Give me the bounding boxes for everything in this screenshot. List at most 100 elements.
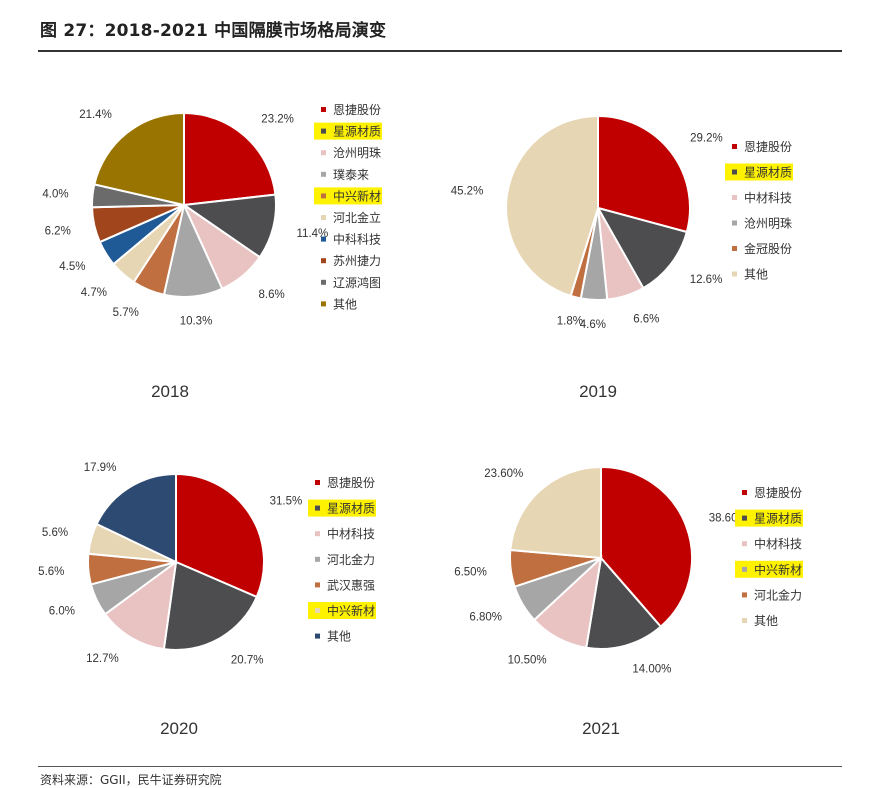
slice-percent-label: 45.2% (451, 186, 484, 198)
pie-chart-2021: 38.60%14.00%10.50%6.80%6.50%23.60%恩捷股份星源… (454, 465, 803, 738)
legend-label: 恩捷股份 (333, 103, 381, 117)
legend-label: 中材科技 (327, 526, 375, 541)
legend-label: 金冠股份 (744, 241, 792, 256)
chart-year-label: 2020 (160, 719, 198, 738)
legend-label: 沧州明珠 (333, 145, 381, 160)
legend-swatch (315, 608, 320, 613)
slice-percent-label: 23.60% (484, 468, 523, 480)
slice-percent-label: 17.9% (84, 462, 117, 474)
chart-year-label: 2019 (579, 382, 617, 401)
legend-label: 恩捷股份 (327, 476, 375, 490)
legend-label: 星源材质 (744, 166, 792, 180)
legend-label: 其他 (744, 268, 768, 282)
legend-swatch (732, 144, 737, 149)
legend-label: 苏州捷力 (333, 254, 381, 268)
slice-percent-label: 4.0% (42, 188, 68, 200)
legend-label: 其他 (333, 297, 357, 311)
slice-percent-label: 10.50% (508, 654, 547, 666)
legend-swatch (321, 301, 326, 307)
legend-swatch (742, 490, 747, 495)
legend-swatch (315, 531, 320, 537)
pie-chart-2019: 29.2% 12.6% 6.6% 4.6%1.8% 45.2% 恩捷股份星源材质中材科技沧… (451, 114, 793, 401)
slice-percent-label: 12.7% (86, 653, 119, 665)
legend-swatch (321, 258, 326, 264)
legend-highlight (314, 187, 382, 205)
legend-label: 中材科技 (754, 536, 802, 551)
legend-swatch (732, 271, 737, 277)
legend-highlight (314, 122, 382, 140)
slice-percent-label: 5.7% (113, 307, 139, 319)
legend-swatch (315, 582, 320, 588)
legend-label: 中兴新材 (333, 188, 381, 203)
slice-percent-label: 6.2% (45, 225, 71, 237)
legend-swatch (742, 541, 747, 547)
legend-label: 其他 (754, 614, 778, 628)
chart-year-label: 2021 (582, 719, 620, 738)
legend-swatch (732, 246, 737, 251)
legend-swatch (732, 220, 737, 226)
slice-percent-label: 29.2% (690, 133, 723, 145)
pie-slice (95, 472, 177, 564)
legend-highlight (308, 602, 376, 619)
legend-swatch (321, 128, 326, 134)
legend-label: 璞泰来 (333, 168, 369, 182)
legend-highlight (735, 560, 803, 578)
slice-percent-label: 23.2% (261, 114, 294, 126)
slice-percent-label: 21.4% (79, 109, 112, 121)
legend-label: 星源材质 (327, 502, 375, 516)
legend-label: 星源材质 (333, 125, 381, 139)
legend-label: 武汉惠强 (327, 578, 375, 592)
source-note: 资料来源：GGII，民牛证券研究院 (40, 773, 222, 787)
legend-label: 中科科技 (333, 232, 381, 247)
legend-swatch (315, 480, 320, 485)
slice-percent-label: 31.5% (270, 496, 303, 508)
slice-percent-label: 6.0% (49, 605, 75, 617)
slice-percent-label: 8.6% (259, 289, 285, 301)
legend-swatch (732, 169, 737, 175)
pie-slice (103, 559, 178, 651)
legend-swatch (742, 618, 747, 623)
legend-label: 中材科技 (744, 190, 792, 205)
pie-slice (595, 206, 689, 290)
legend-swatch (742, 515, 747, 521)
slice-percent-label: 20.7% (231, 655, 264, 667)
slice-percent-label: 1.8% (557, 316, 583, 328)
slice-percent-label: 5.6% (42, 527, 68, 539)
pie-slice (93, 111, 185, 207)
legend-label: 中兴新材 (754, 562, 802, 577)
pie-slice (509, 465, 602, 560)
chart-year-label: 2018 (151, 382, 189, 401)
legend-swatch (321, 107, 326, 112)
legend-swatch (321, 150, 326, 156)
legend-swatch (742, 566, 747, 572)
slice-percent-label: 6.80% (469, 612, 502, 624)
footer-divider (38, 766, 842, 767)
slice-percent-label: 6.6% (633, 314, 659, 326)
legend-swatch (321, 193, 326, 199)
slice-percent-label: 4.5% (59, 261, 85, 273)
legend-label: 恩捷股份 (754, 486, 802, 500)
slice-percent-label: 12.6% (690, 274, 723, 286)
legend-label: 恩捷股份 (744, 140, 792, 154)
slice-percent-label: 4.7% (81, 287, 107, 299)
legend-swatch (315, 505, 320, 511)
legend-label: 沧州明珠 (744, 216, 792, 231)
slice-percent-label: 6.50% (454, 566, 487, 578)
legend-swatch (321, 279, 326, 285)
legend-swatch (321, 236, 326, 242)
slice-percent-label: 11.4% (297, 228, 329, 240)
pie-slice (585, 555, 663, 651)
legend-swatch (321, 215, 326, 220)
legend-swatch (315, 556, 320, 562)
legend-swatch (732, 195, 737, 200)
legend-swatch (742, 592, 747, 598)
pie-slice (505, 114, 599, 298)
legend-label: 中兴新材 (327, 603, 375, 618)
legend-highlight (725, 163, 793, 181)
legend-label: 辽源鸿图 (333, 276, 381, 290)
legend-label: 河北金力 (327, 552, 375, 567)
